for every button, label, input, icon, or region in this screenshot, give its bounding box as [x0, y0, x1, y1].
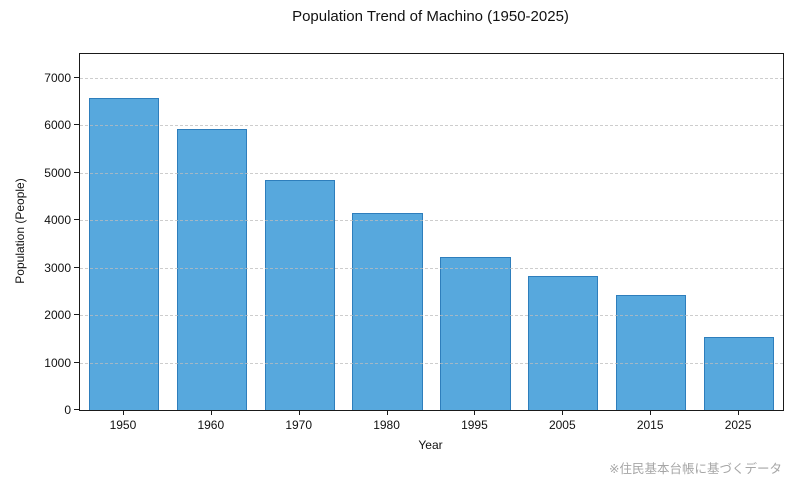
x-tick-mark: [562, 410, 564, 415]
y-tick-label: 4000: [44, 213, 71, 228]
x-tick-mark: [122, 410, 124, 415]
y-tick-mark: [74, 76, 79, 78]
y-tick-mark: [74, 171, 79, 173]
chart-title: Population Trend of Machino (1950-2025): [292, 8, 569, 25]
y-tick-mark: [74, 314, 79, 316]
y-tick-label: 0: [64, 403, 71, 417]
x-tick-label: 2025: [724, 418, 752, 432]
x-tick-mark: [474, 410, 476, 415]
x-tick-mark: [650, 410, 652, 415]
y-tick-mark: [74, 409, 79, 410]
bars-layer: [80, 54, 783, 410]
x-tick-label: 2015: [636, 418, 664, 432]
y-tick-label: 5000: [44, 165, 71, 180]
x-tick-label: 1970: [285, 418, 313, 432]
bar-1970: [264, 179, 335, 410]
y-tick-mark: [74, 124, 79, 126]
x-axis-title: Year: [418, 438, 443, 452]
source-annotation: ※住民基本台帳に基づくデータ: [609, 462, 782, 476]
bar-1950: [88, 98, 160, 410]
bar-1980: [352, 213, 423, 410]
x-tick-mark: [298, 410, 300, 415]
plot-area: [79, 53, 784, 411]
y-tick-label: 3000: [44, 260, 71, 275]
y-tick-label: 2000: [44, 308, 71, 323]
x-tick-label: 1950: [109, 418, 137, 432]
bar-2005: [528, 276, 599, 410]
bar-2025: [703, 337, 775, 410]
y-tick-mark: [74, 361, 79, 363]
x-tick-label: 1960: [197, 418, 225, 432]
x-tick-mark: [738, 410, 740, 415]
x-tick-label: 1980: [373, 418, 400, 432]
bar-1995: [440, 257, 511, 410]
bar-2015: [616, 295, 687, 410]
x-tick-mark: [210, 410, 212, 415]
y-tick-label: 1000: [44, 355, 71, 370]
bar-1960: [176, 129, 247, 410]
y-tick-label: 7000: [44, 70, 71, 85]
x-tick-label: 1995: [461, 418, 488, 432]
y-tick-mark: [74, 219, 79, 221]
x-tick-label: 2005: [548, 418, 576, 432]
y-tick-label: 6000: [44, 118, 71, 133]
y-tick-mark: [74, 266, 79, 268]
x-tick-mark: [386, 410, 388, 415]
